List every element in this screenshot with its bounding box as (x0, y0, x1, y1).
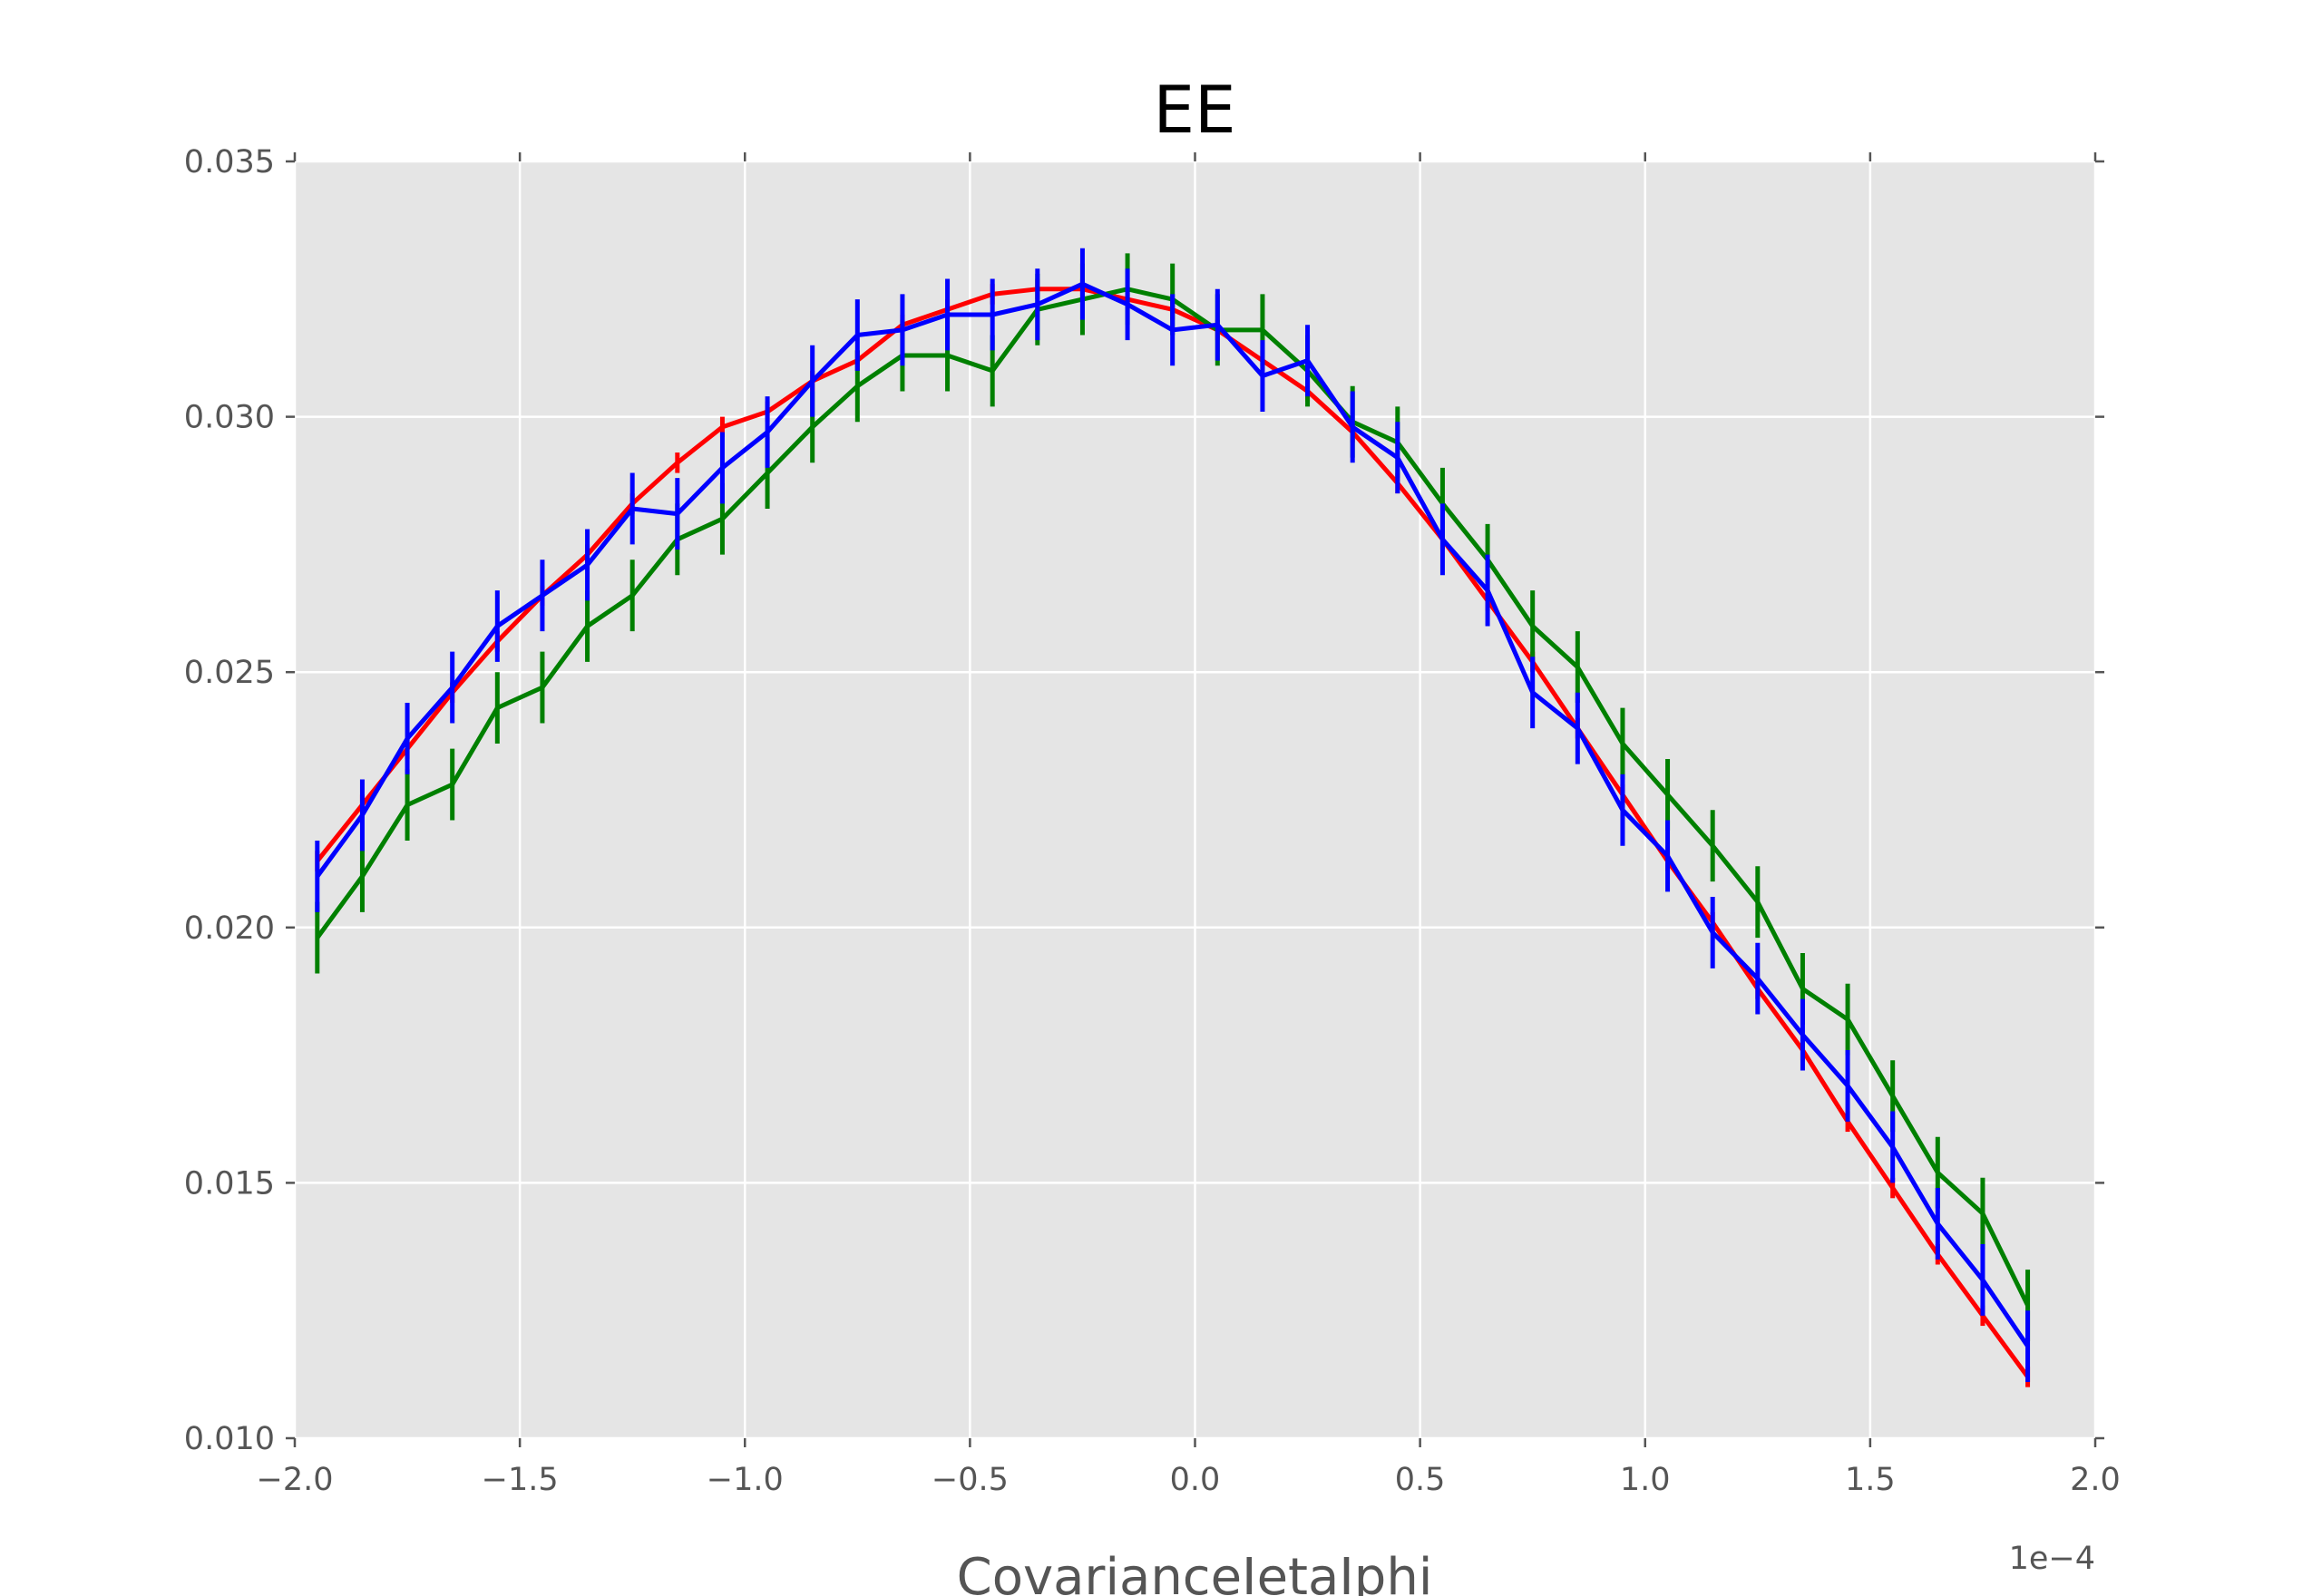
y-tick-label: 0.020 (184, 910, 275, 947)
axis-ticks: −2.0 −1.5 −1.0 −0.5 0.0 0.5 1.0 1.5 2.0 0.010 0.01… (184, 144, 2121, 1498)
chart-title: EE (1154, 72, 1236, 148)
x-axis-label: CovarianceIetaIphi (957, 1548, 1433, 1596)
x-tick-label: 0.5 (1395, 1462, 1446, 1498)
x-tick-label: −1.5 (482, 1462, 559, 1498)
x-tick-label: 2.0 (2070, 1462, 2121, 1498)
y-tick-label: 0.015 (184, 1165, 275, 1202)
y-tick-label: 0.030 (184, 400, 275, 436)
x-tick-label: 1.5 (1845, 1462, 1896, 1498)
x-axis-offset-label: 1e−4 (2009, 1541, 2095, 1577)
series-3 (315, 248, 2031, 1383)
x-tick-label: −1.0 (707, 1462, 784, 1498)
x-tick-label: 1.0 (1620, 1462, 1671, 1498)
y-tick-label: 0.035 (184, 144, 275, 180)
series-layer (315, 248, 2031, 1387)
y-tick-label: 0.010 (184, 1421, 275, 1457)
y-tick-label: 0.025 (184, 655, 275, 691)
x-tick-label: 0.0 (1170, 1462, 1221, 1498)
x-tick-label: −0.5 (932, 1462, 1009, 1498)
x-tick-label: −2.0 (257, 1462, 334, 1498)
